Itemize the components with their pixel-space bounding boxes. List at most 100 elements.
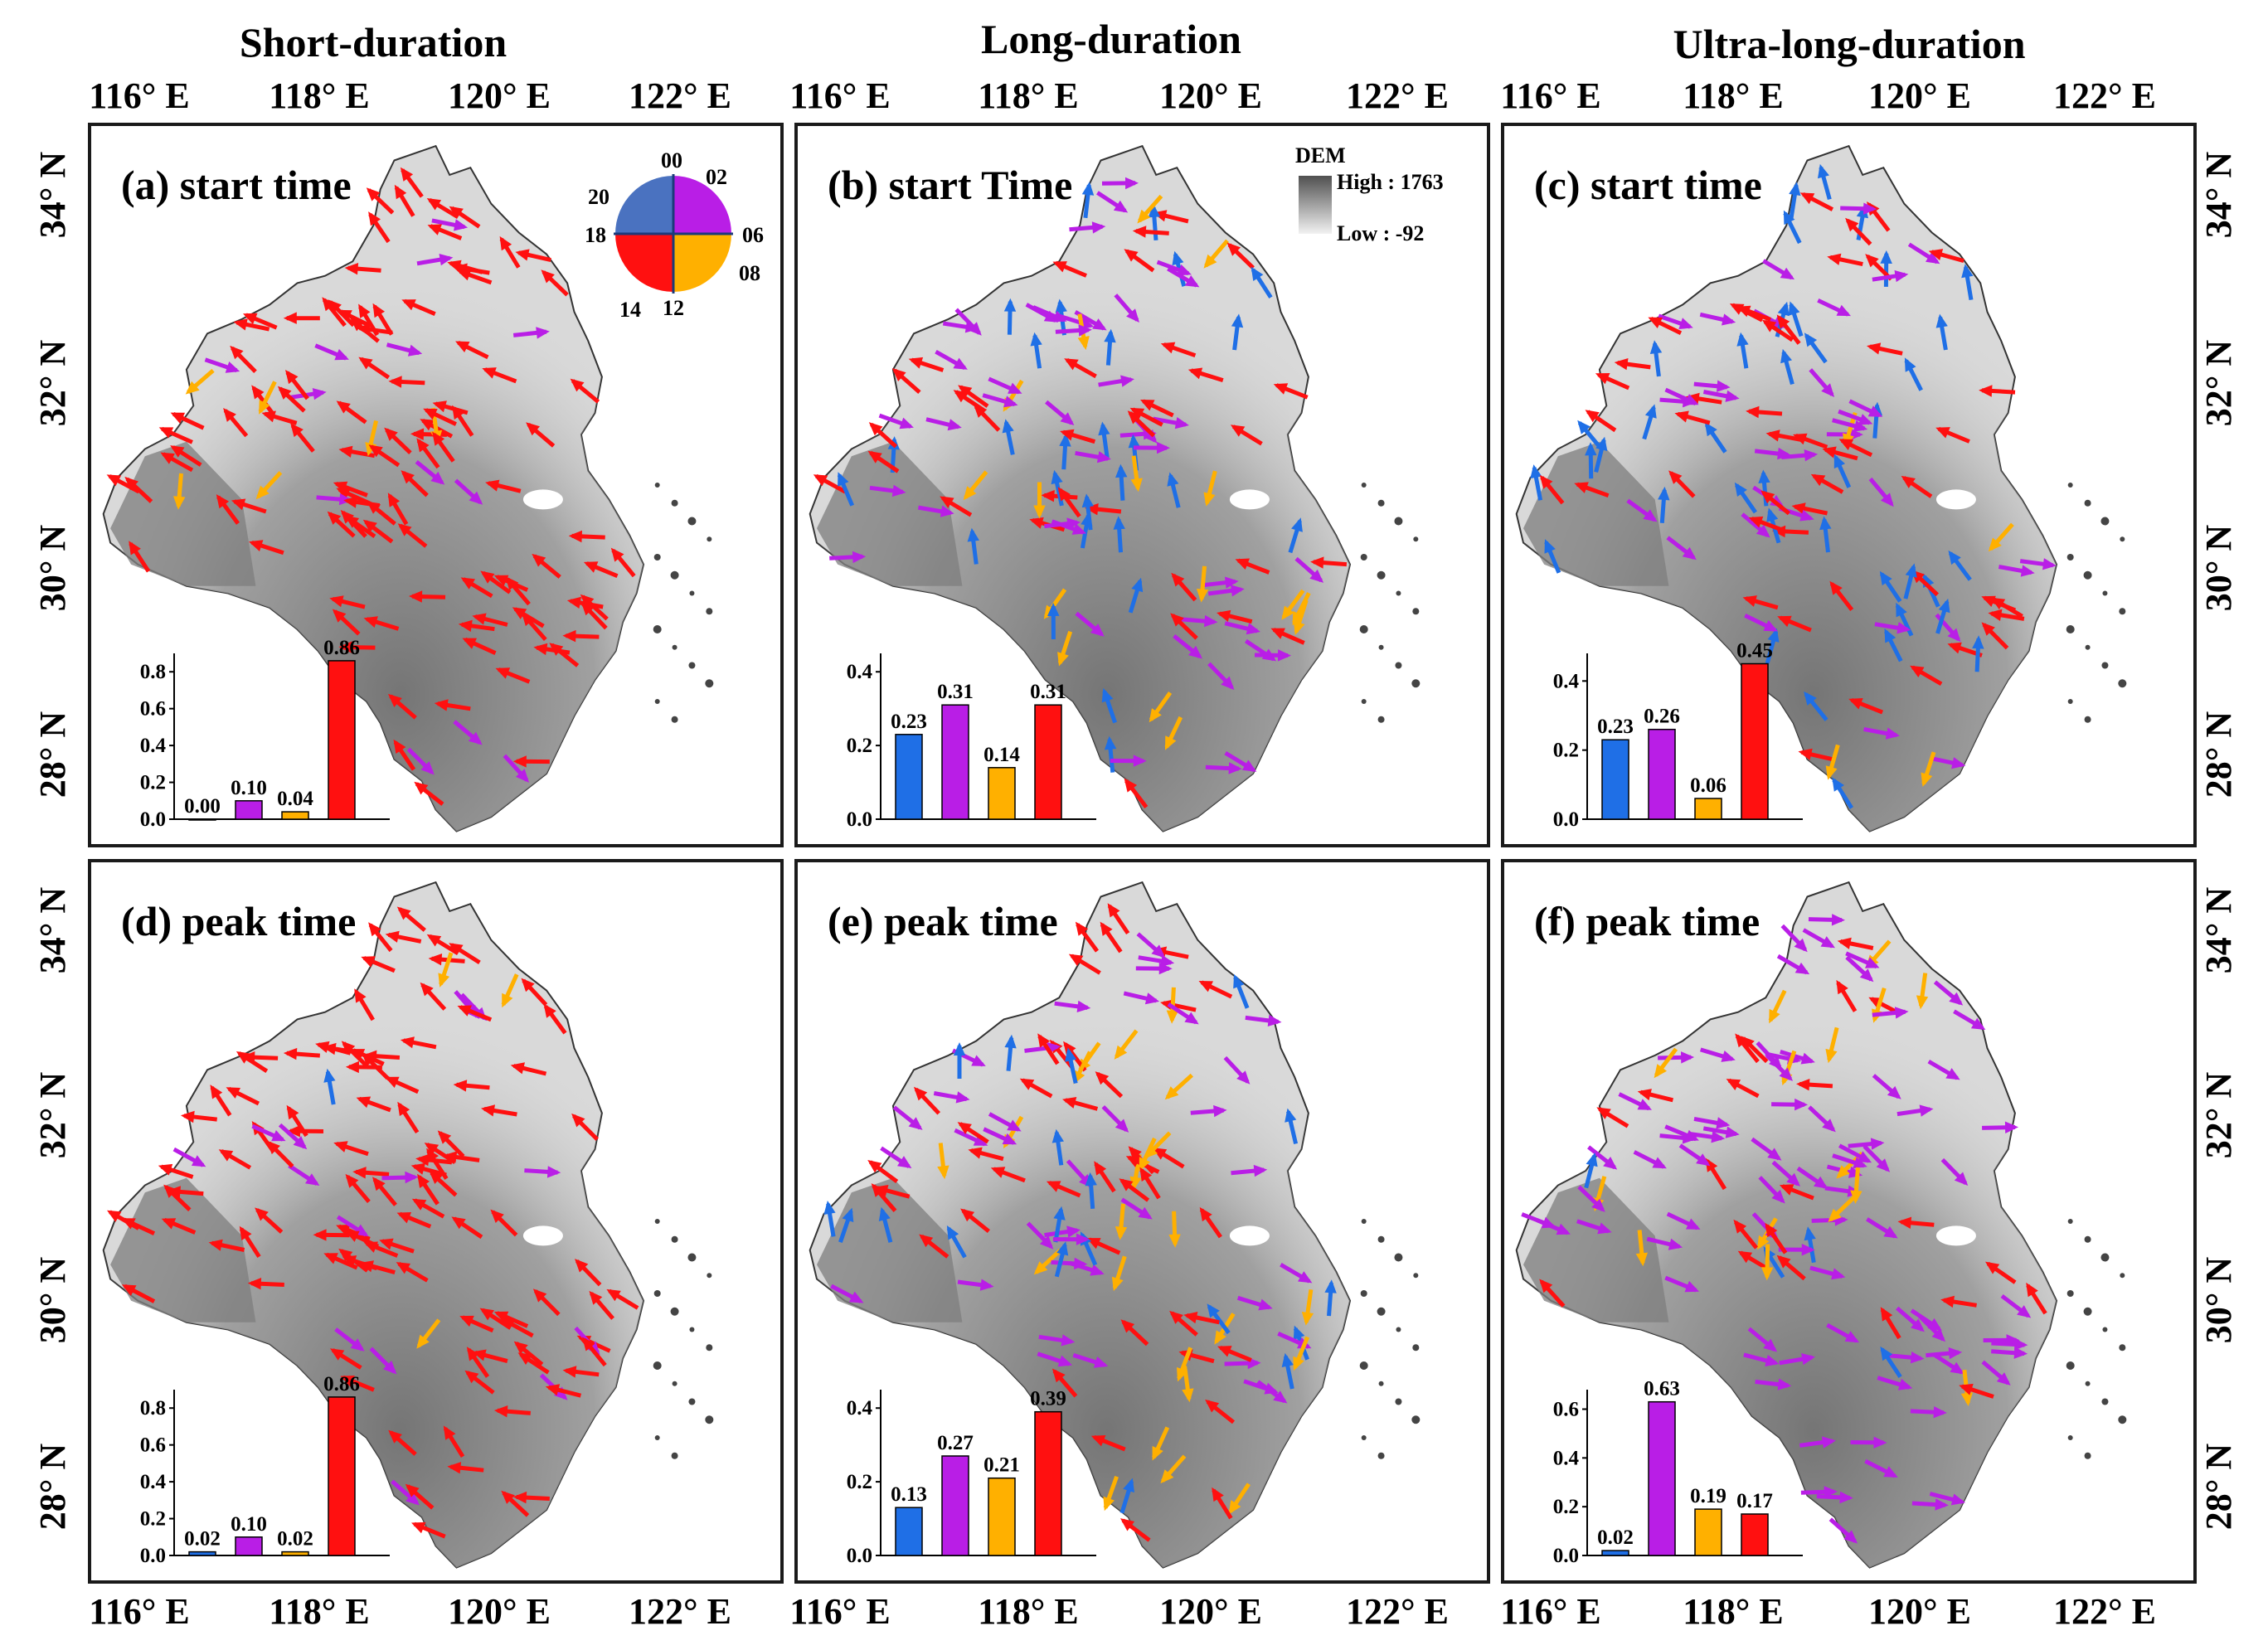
bar-chart: 0.0 0.2 0.4 0.23 0.31 0.14 0.31 <box>847 653 1096 831</box>
direction-arrow <box>968 1147 1004 1162</box>
direction-arrow <box>1658 313 1693 329</box>
direction-arrow <box>1138 954 1175 968</box>
direction-arrow <box>1230 425 1263 446</box>
lat-tick: 30° N <box>32 525 73 612</box>
y-tick-label: 0.4 <box>140 735 167 757</box>
direction-arrow <box>314 343 349 361</box>
direction-arrow <box>503 754 529 783</box>
direction-arrow <box>1293 599 1309 635</box>
island <box>2084 1235 2091 1243</box>
y-tick-label: 0.4 <box>140 1471 167 1493</box>
direction-arrow <box>1880 1307 1901 1340</box>
direction-arrow <box>1748 516 1784 532</box>
lon-tick: 118° E <box>978 1591 1079 1632</box>
direction-arrow <box>545 1384 582 1398</box>
map-panel-e: (e) peak time 0.0 0.2 0.4 0.13 0.27 0.21 0.39 <box>794 859 1490 1584</box>
direction-arrow <box>391 1479 420 1506</box>
island <box>671 499 678 507</box>
island <box>1396 590 1401 596</box>
direction-arrow <box>946 1225 967 1259</box>
y-tick-label: 0.0 <box>847 1545 872 1567</box>
direction-arrow <box>466 1347 490 1378</box>
direction-arrow <box>323 1068 336 1105</box>
direction-arrow <box>161 1217 197 1235</box>
dem-low: Low : -92 <box>1337 221 1424 245</box>
direction-arrow <box>1153 416 1189 429</box>
direction-arrow <box>1060 429 1096 444</box>
direction-arrow <box>1577 1185 1605 1212</box>
direction-arrow <box>226 1086 260 1106</box>
direction-arrow <box>345 1060 382 1074</box>
direction-arrow <box>1235 558 1270 575</box>
direction-arrow <box>1130 455 1143 493</box>
direction-arrow <box>405 1483 435 1510</box>
direction-arrow <box>336 488 371 506</box>
direction-arrow <box>967 527 979 565</box>
direction-arrow <box>1090 1434 1126 1452</box>
direction-arrow <box>512 755 550 768</box>
y-tick-label: 0.4 <box>847 1397 873 1419</box>
direction-arrow <box>122 1284 156 1303</box>
direction-arrow <box>1181 614 1218 628</box>
island <box>1395 662 1402 669</box>
direction-arrow <box>406 747 435 775</box>
direction-arrow <box>1168 1211 1181 1248</box>
lat-tick: 28° N <box>32 711 73 798</box>
panel-label: (a) start time <box>121 162 352 208</box>
direction-arrow <box>1281 1352 1294 1390</box>
island <box>2084 499 2091 507</box>
direction-arrow <box>1166 987 1179 1024</box>
bar <box>1694 1508 1722 1556</box>
direction-arrow <box>481 1104 517 1117</box>
direction-arrow <box>1927 1059 1960 1080</box>
direction-arrow <box>368 444 401 468</box>
island <box>2083 1307 2092 1316</box>
direction-arrow <box>1928 249 1964 264</box>
direction-arrow <box>1780 924 1808 953</box>
direction-arrow <box>1961 264 1974 301</box>
direction-arrow <box>457 1005 493 1022</box>
direction-arrow <box>1113 516 1125 553</box>
island <box>2085 644 2091 650</box>
direction-arrow <box>1324 1279 1337 1317</box>
direction-arrow <box>1872 1074 1901 1099</box>
panel-label: (e) peak time <box>828 898 1058 944</box>
island <box>654 483 660 488</box>
direction-arrow <box>973 404 1001 432</box>
direction-arrow <box>1828 1517 1858 1544</box>
direction-arrow <box>908 357 945 372</box>
direction-arrow <box>1760 1244 1774 1281</box>
direction-arrow <box>1880 250 1892 287</box>
direction-arrow <box>1128 577 1144 614</box>
direction-arrow <box>372 1177 397 1206</box>
direction-arrow <box>1033 482 1046 519</box>
lat-tick: 30° N <box>32 1257 73 1344</box>
lake <box>1935 1225 1976 1246</box>
direction-arrow <box>1761 319 1794 342</box>
direction-arrow <box>1212 1487 1233 1520</box>
direction-arrow <box>1115 463 1128 501</box>
direction-arrow <box>462 637 497 655</box>
direction-arrow <box>1614 358 1651 371</box>
island <box>1361 699 1367 704</box>
direction-arrow <box>935 350 968 370</box>
bar-chart: 0.0 0.2 0.4 0.6 0.8 0.00 0.10 0.04 0.86 <box>140 637 390 831</box>
direction-arrow <box>1293 1336 1310 1371</box>
direction-arrow <box>942 321 979 333</box>
direction-arrow <box>432 431 455 463</box>
direction-arrow <box>1674 410 1711 425</box>
direction-arrow <box>1057 630 1073 667</box>
direction-arrow <box>233 318 270 332</box>
direction-arrow <box>1907 242 1940 264</box>
bar <box>1648 728 1676 820</box>
direction-arrow <box>1310 556 1348 569</box>
lat-tick: 28° N <box>2198 711 2239 798</box>
y-tick-label: 0.6 <box>140 1434 166 1457</box>
direction-arrow <box>368 211 391 244</box>
dem-title: DEM <box>1295 143 1346 167</box>
bar-label: 0.10 <box>231 777 267 799</box>
island <box>671 716 678 723</box>
direction-arrow <box>1733 1219 1759 1250</box>
lon-tick: 120° E <box>1868 75 1971 116</box>
